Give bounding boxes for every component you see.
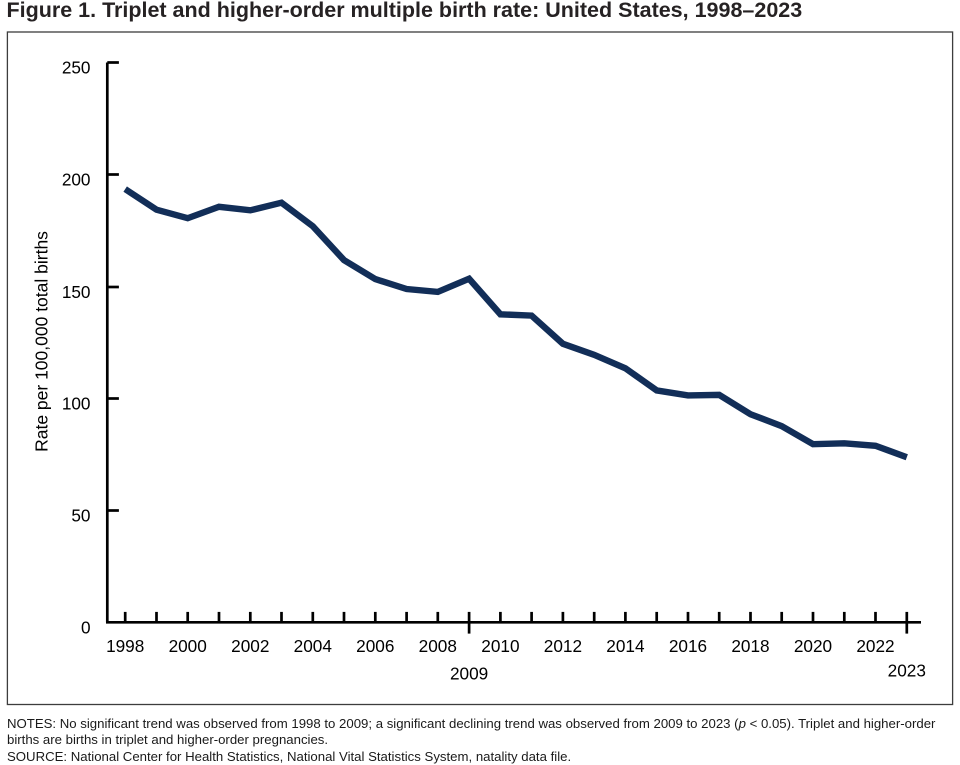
svg-text:50: 50 [71, 506, 90, 526]
svg-text:1998: 1998 [106, 636, 144, 656]
svg-text:100: 100 [62, 394, 91, 414]
svg-text:2018: 2018 [731, 636, 769, 656]
svg-text:150: 150 [62, 282, 91, 302]
svg-text:2006: 2006 [356, 636, 394, 656]
svg-text:2000: 2000 [169, 636, 207, 656]
svg-text:2008: 2008 [419, 636, 457, 656]
svg-text:2012: 2012 [544, 636, 582, 656]
svg-text:2002: 2002 [231, 636, 269, 656]
svg-text:0: 0 [81, 617, 91, 637]
svg-text:2016: 2016 [669, 636, 707, 656]
svg-text:250: 250 [62, 58, 91, 78]
svg-text:2014: 2014 [606, 636, 645, 656]
svg-text:Rate per 100,000 total births: Rate per 100,000 total births [31, 231, 51, 452]
svg-text:2009: 2009 [450, 663, 488, 683]
svg-text:2023: 2023 [888, 661, 926, 681]
svg-text:2004: 2004 [294, 636, 333, 656]
svg-text:2020: 2020 [794, 636, 832, 656]
svg-text:200: 200 [62, 170, 91, 190]
svg-text:2022: 2022 [856, 636, 894, 656]
svg-text:2010: 2010 [481, 636, 519, 656]
